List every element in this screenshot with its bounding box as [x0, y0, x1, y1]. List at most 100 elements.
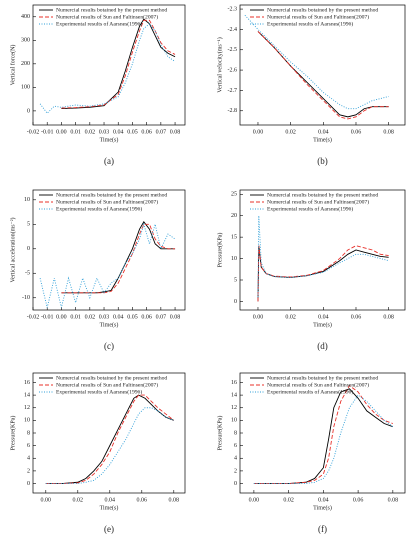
y-tick-label: 5	[27, 222, 30, 228]
legend-label: Experimental results of Aarsnes(1996)	[56, 205, 142, 212]
series-line	[61, 19, 176, 109]
panel-label: (f)	[318, 524, 327, 534]
series-line	[61, 18, 176, 109]
series-line	[257, 31, 389, 120]
y-tick-label: 14	[231, 392, 237, 398]
x-tick-label: 0.00	[41, 497, 52, 503]
x-tick-label: 0.08	[169, 497, 180, 503]
series-line	[257, 245, 389, 302]
x-axis-label: Time(s)	[313, 321, 332, 328]
y-tick-label: -2.6	[228, 67, 238, 73]
legend-label: Experimental results of Aarsnes(1996)	[267, 388, 353, 395]
legend-label: Numercial results of Sun and Faltinsen(2…	[267, 381, 369, 388]
y-tick-label: 10	[231, 256, 237, 262]
panel-label: (e)	[104, 524, 114, 534]
legend-label: Experimental results of Aarsnes(1996)	[56, 388, 142, 395]
x-tick-label: 0.08	[388, 497, 399, 503]
series-line	[253, 388, 393, 484]
x-tick-label: 0.04	[318, 497, 329, 503]
legend-label: Numercial results botained by the presen…	[267, 7, 378, 13]
x-tick-label: -0.02	[27, 129, 40, 135]
x-tick-label: -0.01	[41, 314, 54, 320]
x-tick-label: 0.04	[105, 497, 116, 503]
series-line	[257, 31, 389, 118]
y-tick-label: -2.7	[228, 88, 238, 94]
panel-label: (b)	[317, 156, 328, 166]
y-tick-label: 0	[234, 481, 237, 487]
y-tick-label: 4	[27, 456, 30, 462]
x-tick-label: 0.07	[156, 314, 167, 320]
y-tick-label: 0	[27, 108, 30, 114]
series-line	[253, 394, 394, 484]
x-tick-label: 0.03	[99, 314, 110, 320]
x-tick-label: 0.06	[353, 497, 364, 503]
plot-frame	[239, 4, 406, 126]
legend-label: Numercial results of Sun and Faltinsen(2…	[267, 13, 369, 20]
legend-label: Numercial results botained by the presen…	[267, 192, 378, 198]
x-axis-label: Time(s)	[100, 321, 119, 328]
legend-label: Numercial results of Sun and Faltinsen(2…	[56, 13, 158, 20]
y-tick-label: 0	[27, 481, 30, 487]
y-tick-label: 12	[231, 405, 237, 411]
y-tick-label: 8	[234, 430, 237, 436]
x-tick-label: 0.02	[85, 314, 96, 320]
x-tick-label: 0.02	[285, 129, 296, 135]
legend-label: Experimental results of Aarsnes(1996)	[267, 205, 353, 212]
legend-label: Numercial results botained by the presen…	[56, 7, 167, 13]
series-line	[45, 394, 175, 484]
y-tick-label: -2.3	[228, 6, 238, 12]
series-line	[39, 23, 176, 114]
legend-label: Numercial results of Sun and Faltinsen(2…	[56, 198, 158, 205]
x-tick-label: 0.07	[156, 129, 167, 135]
y-tick-label: 5	[234, 277, 237, 283]
x-axis-label: Time(s)	[313, 136, 332, 143]
x-tick-label: 0.08	[383, 129, 394, 135]
plot-frame	[32, 4, 186, 126]
x-tick-label: 0.08	[170, 129, 181, 135]
y-tick-label: 12	[24, 405, 30, 411]
y-tick-label: 4	[234, 456, 237, 462]
x-tick-label: 0.03	[99, 129, 110, 135]
series-line	[61, 223, 176, 294]
x-tick-label: 0.06	[351, 314, 362, 320]
x-tick-label: 0.04	[113, 314, 124, 320]
plot-frame	[239, 372, 406, 494]
x-tick-label: 0.06	[141, 314, 152, 320]
y-tick-label: -2.5	[228, 47, 238, 53]
x-tick-label: 0.01	[70, 129, 81, 135]
x-tick-label: -0.02	[27, 314, 40, 320]
x-tick-label: 0.05	[127, 129, 138, 135]
series-line	[253, 384, 393, 484]
series-line	[39, 222, 176, 308]
x-tick-label: 0.00	[56, 129, 67, 135]
panel-label: (a)	[104, 156, 114, 166]
y-tick-label: 100	[21, 85, 30, 91]
x-tick-label: 0.00	[249, 497, 260, 503]
panel-label: (d)	[317, 341, 328, 351]
x-tick-label: 0.02	[85, 129, 96, 135]
legend-label: Numercial results of Sun and Faltinsen(2…	[56, 381, 158, 388]
y-tick-label: 6	[234, 443, 237, 449]
x-tick-label: 0.06	[137, 497, 148, 503]
y-tick-label: 25	[231, 192, 237, 198]
y-tick-label: 0	[234, 299, 237, 305]
y-tick-label: 2	[27, 468, 30, 474]
y-axis-label: Vertical force(N)	[9, 45, 16, 86]
series-line	[244, 14, 389, 110]
y-tick-label: 200	[21, 61, 30, 67]
y-axis-label: Vertical acceleration(ms⁻²)	[9, 217, 16, 282]
x-tick-label: 0.00	[253, 129, 264, 135]
y-tick-label: -5	[25, 271, 30, 277]
x-tick-label: 0.02	[283, 497, 294, 503]
y-tick-label: -2.4	[228, 27, 238, 33]
x-tick-label: 0.00	[253, 314, 264, 320]
x-tick-label: 0.05	[127, 314, 138, 320]
x-tick-label: 0.06	[141, 129, 152, 135]
x-tick-label: 0.06	[351, 129, 362, 135]
plot-frame	[239, 189, 406, 311]
y-tick-label: 10	[231, 418, 237, 424]
series-line	[257, 245, 389, 302]
y-axis-label: Pressure(KPa)	[216, 416, 223, 451]
plot-frame	[32, 189, 186, 311]
